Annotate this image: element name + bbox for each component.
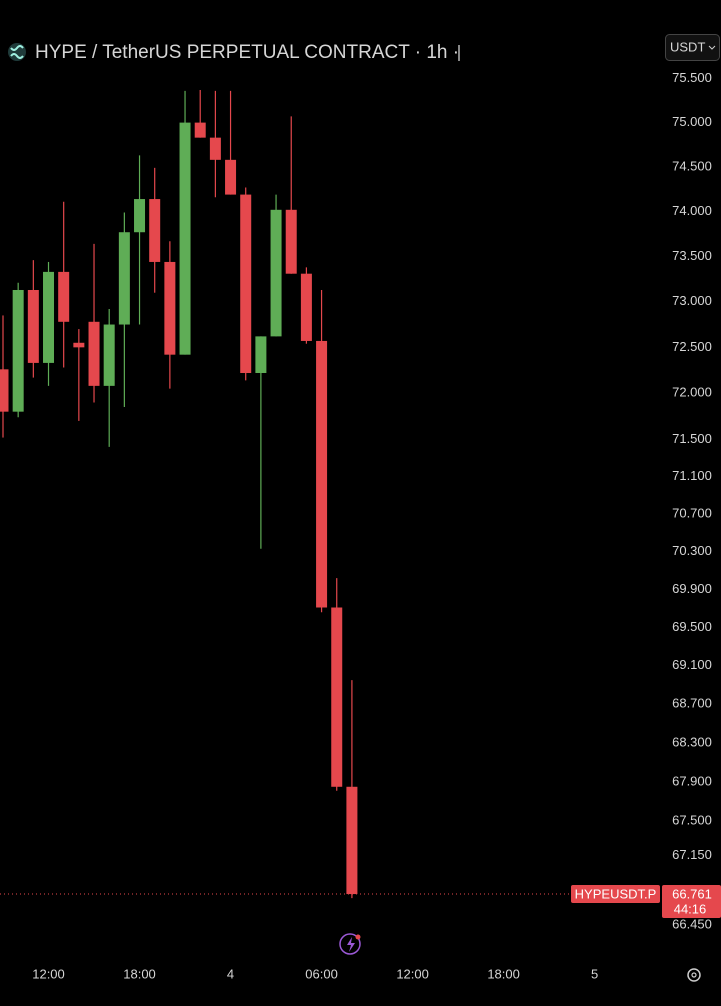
y-tick-label: 73.000 bbox=[672, 293, 712, 308]
candle-body bbox=[346, 786, 358, 895]
x-tick-label: 18:00 bbox=[487, 966, 520, 981]
candle-body bbox=[225, 159, 237, 195]
y-tick-label: 69.900 bbox=[672, 581, 712, 596]
candle-body bbox=[331, 607, 343, 787]
candle-body bbox=[43, 271, 55, 363]
candle-body bbox=[194, 122, 206, 138]
candle-body bbox=[88, 321, 100, 386]
x-tick-label: 12:00 bbox=[32, 966, 65, 981]
y-tick-label: 74.500 bbox=[672, 158, 712, 173]
candle-body bbox=[12, 289, 24, 412]
y-tick-label: 70.300 bbox=[672, 543, 712, 558]
symbol-icon bbox=[8, 43, 26, 61]
y-tick-label: 67.150 bbox=[672, 847, 712, 862]
currency-label: USDT bbox=[670, 39, 705, 54]
title-cutoff bbox=[458, 45, 460, 61]
lightning-glyph bbox=[347, 937, 355, 952]
candle-body bbox=[103, 324, 115, 386]
candle-body bbox=[149, 199, 161, 262]
y-tick-label: 72.000 bbox=[672, 385, 712, 400]
y-tick-label: 67.500 bbox=[672, 813, 712, 828]
settings-button[interactable] bbox=[687, 968, 701, 982]
symbol-icon-glyph bbox=[10, 45, 24, 59]
x-tick-label: 18:00 bbox=[123, 966, 156, 981]
candle-body bbox=[73, 342, 85, 348]
y-tick-label: 71.500 bbox=[672, 431, 712, 446]
y-tick-label: 75.500 bbox=[672, 70, 712, 85]
candle-body bbox=[0, 369, 9, 412]
candle-body bbox=[164, 261, 176, 355]
symbol-tag bbox=[571, 885, 660, 904]
price-tag bbox=[662, 885, 721, 919]
y-tick-label: 69.500 bbox=[672, 619, 712, 634]
y-tick-label: 68.700 bbox=[672, 696, 712, 711]
y-tick-label: 66.450 bbox=[672, 916, 712, 931]
symbol-tag-label: HYPEUSDT.P bbox=[575, 886, 657, 901]
price-tag-value: 66.761 bbox=[672, 886, 712, 901]
y-tick-label: 71.100 bbox=[672, 468, 712, 483]
y-tick-label: 72.500 bbox=[672, 339, 712, 354]
candle-body bbox=[118, 232, 130, 325]
y-tick-label: 70.700 bbox=[672, 505, 712, 520]
x-tick-label: 4 bbox=[227, 966, 234, 981]
y-tick-label: 67.900 bbox=[672, 773, 712, 788]
candle-body bbox=[285, 209, 297, 274]
x-tick-label: 12:00 bbox=[396, 966, 429, 981]
y-tick-label: 75.000 bbox=[672, 114, 712, 129]
notification-dot bbox=[355, 934, 361, 940]
candle-body bbox=[240, 194, 252, 374]
candle-body bbox=[27, 289, 39, 363]
candle-body bbox=[179, 122, 191, 355]
settings-glyph bbox=[691, 972, 697, 978]
candle-body bbox=[255, 336, 267, 374]
candle-body bbox=[270, 209, 282, 337]
dropdown-arrow bbox=[708, 45, 716, 50]
y-tick-label: 69.100 bbox=[672, 657, 712, 672]
chart-title: HYPE / TetherUS PERPETUAL CONTRACT · 1h … bbox=[35, 42, 459, 63]
x-tick-label: 06:00 bbox=[305, 966, 338, 981]
candle-body bbox=[134, 199, 146, 233]
lightning-button[interactable] bbox=[339, 933, 361, 955]
candle-body bbox=[316, 340, 328, 608]
candle-body bbox=[300, 273, 312, 341]
x-tick-label: 5 bbox=[591, 966, 598, 981]
price-tag-countdown: 44:16 bbox=[674, 901, 707, 916]
y-tick-label: 68.300 bbox=[672, 734, 712, 749]
currency-dropdown[interactable] bbox=[665, 34, 720, 61]
candle-body bbox=[58, 271, 70, 322]
candle-body bbox=[209, 137, 221, 160]
y-tick-label: 73.500 bbox=[672, 248, 712, 263]
y-tick-label: 74.000 bbox=[672, 203, 712, 218]
